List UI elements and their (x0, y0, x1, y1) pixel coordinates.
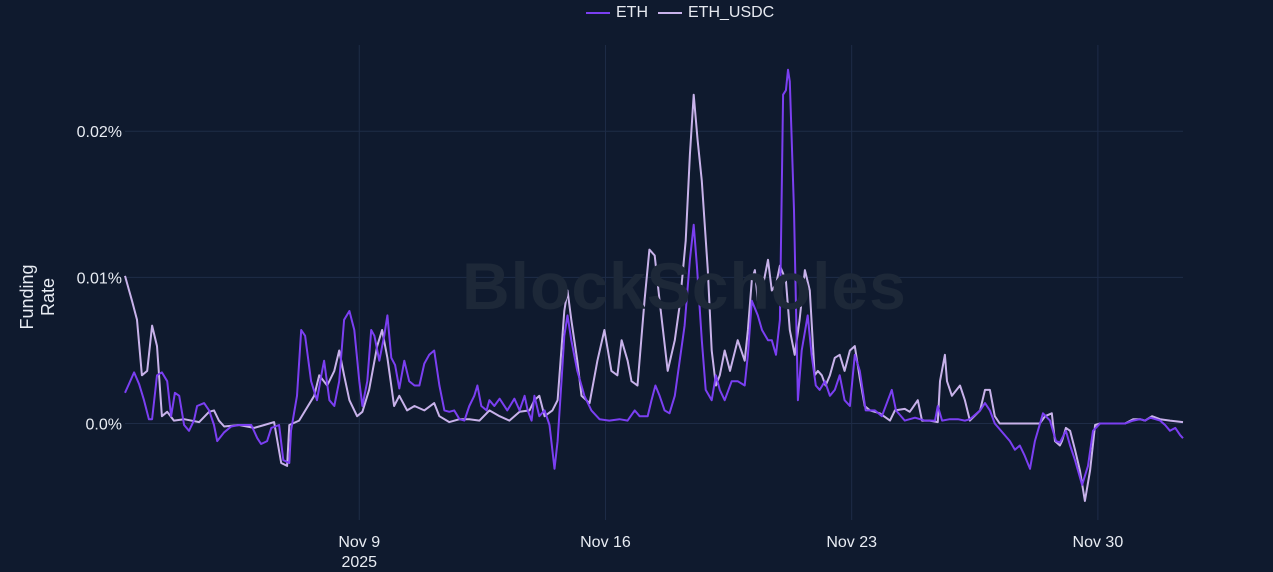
series-lines (124, 68, 1184, 502)
series-line-eth-usdc (124, 93, 1184, 502)
x-axis-ticks: Nov 9 2025 Nov 16 Nov 23 Nov 30 (338, 534, 1123, 571)
y-tick-label: 0.0% (86, 417, 122, 434)
watermark: BlockScholes (462, 249, 907, 323)
x-tick-label: Nov 30 (1073, 534, 1124, 551)
x-tick-year-label: 2025 (341, 554, 377, 571)
legend-swatch-eth-usdc (658, 12, 682, 14)
y-tick-label: 0.02% (77, 124, 122, 141)
x-tick-label: Nov 23 (826, 534, 877, 551)
legend-label-eth: ETH (616, 4, 648, 21)
legend-label-eth-usdc: ETH_USDC (688, 4, 775, 21)
y-axis-ticks: 0.0% 0.01% 0.02% (77, 124, 122, 433)
legend: ETH ETH_USDC (586, 4, 784, 22)
legend-item-eth[interactable]: ETH (586, 4, 648, 22)
legend-item-eth-usdc[interactable]: ETH_USDC (658, 4, 774, 22)
y-tick-label: 0.01% (77, 270, 122, 287)
legend-swatch-eth (586, 12, 610, 14)
x-tick-label: Nov 9 (338, 534, 380, 551)
series-line-eth (124, 68, 1184, 486)
x-tick-label: Nov 16 (580, 534, 631, 551)
y-axis-title: Funding Rate (17, 264, 58, 330)
